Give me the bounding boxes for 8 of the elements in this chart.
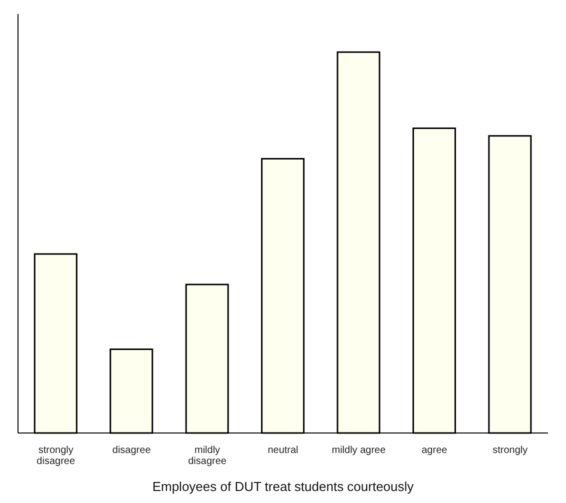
x-axis-title: Employees of DUT treat students courteously xyxy=(152,479,414,494)
x-tick-label: strongly xyxy=(492,445,528,456)
x-tick-label: mildly disagree xyxy=(188,445,227,467)
x-tick-label: strongly disagree xyxy=(36,445,76,467)
x-tick-label: neutral xyxy=(268,445,298,456)
x-tick-label: disagree xyxy=(112,445,152,456)
x-tick-label: mildly agree xyxy=(332,445,386,456)
x-tick-label: agree xyxy=(422,445,448,456)
